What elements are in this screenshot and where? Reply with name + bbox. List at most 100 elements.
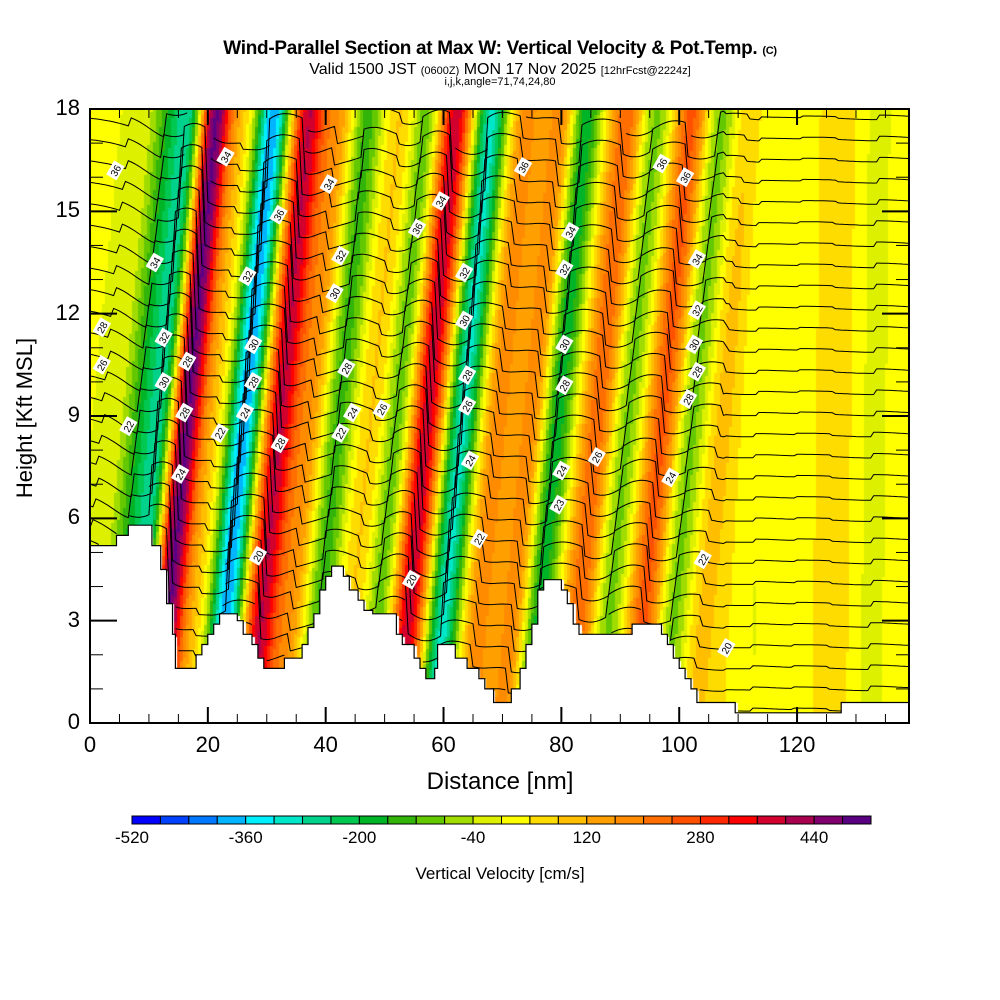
colorbar-swatch	[216, 815, 247, 825]
theta-contour-line	[89, 397, 910, 494]
contour-label: 28	[678, 389, 698, 409]
theta-contour-line	[89, 123, 910, 219]
svg-text:34: 34	[691, 252, 706, 268]
colorbar-tick-label: 280	[686, 828, 715, 847]
svg-text:28: 28	[96, 320, 111, 336]
svg-text:32: 32	[157, 330, 172, 346]
colorbar-swatch	[501, 815, 531, 825]
contour-label: 30	[684, 334, 704, 355]
svg-text:22: 22	[122, 419, 137, 435]
contour-label: 36	[513, 157, 533, 177]
x-tick-label: 20	[195, 732, 221, 757]
svg-text:32: 32	[558, 262, 573, 278]
contour-label: 34	[687, 249, 707, 270]
colorbar-swatch	[785, 815, 815, 825]
contour-label: 28	[687, 361, 707, 382]
contour-label: 28	[175, 402, 194, 423]
theta-contour-line	[89, 334, 910, 430]
colorbar-swatch	[444, 815, 474, 825]
theta-contour-line	[89, 418, 910, 515]
theta-contour-line	[89, 355, 910, 452]
svg-text:36: 36	[272, 208, 287, 224]
svg-text:36: 36	[109, 163, 124, 179]
contour-label: 28	[337, 358, 356, 379]
theta-contour-line	[154, 524, 910, 621]
colorbar-tick-label: 120	[572, 828, 601, 847]
colorbar-swatch	[699, 815, 730, 825]
theta-contour-line	[89, 165, 910, 261]
contour-label: 22	[331, 423, 350, 443]
contour-label: 24	[343, 402, 362, 423]
theta-contour-line	[89, 440, 910, 536]
svg-text:34: 34	[149, 255, 164, 271]
x-axis-label: Distance [nm]	[426, 768, 574, 795]
svg-text:32: 32	[458, 266, 473, 282]
svg-text:24: 24	[555, 463, 570, 479]
contour-label: 30	[325, 283, 344, 304]
contour-label: 36	[407, 218, 427, 239]
svg-text:26: 26	[96, 358, 111, 374]
svg-text:30: 30	[328, 286, 343, 302]
contour-label: 28	[555, 375, 574, 396]
y-tick-label: 6	[67, 504, 80, 530]
svg-text:28: 28	[461, 368, 476, 384]
contour-label: 22	[693, 549, 712, 570]
svg-text:22: 22	[473, 532, 488, 548]
svg-text:28: 28	[178, 405, 193, 421]
svg-text:24: 24	[239, 405, 254, 421]
colorbar-tick-label: -200	[342, 828, 377, 847]
svg-text:23: 23	[552, 497, 567, 513]
contour-label: 30	[154, 371, 173, 392]
contour-label: 36	[106, 160, 125, 181]
x-tick-label: 80	[549, 732, 574, 757]
svg-text:30: 30	[688, 337, 703, 353]
contour-label: 36	[652, 153, 671, 174]
svg-text:30: 30	[157, 375, 172, 391]
colorbar-label: Vertical Velocity [cm/s]	[415, 864, 585, 883]
svg-text:28: 28	[247, 375, 262, 391]
contour-label: 26	[457, 395, 477, 416]
y-tick-label: 15	[55, 197, 80, 223]
theta-contour-line	[178, 578, 910, 663]
x-tick-label: 120	[778, 732, 816, 757]
colorbar-swatch	[131, 815, 161, 825]
colorbar-swatch	[586, 815, 616, 825]
colorbar-swatch	[813, 815, 844, 825]
svg-text:20: 20	[720, 641, 735, 657]
contour-label: 30	[244, 334, 263, 355]
contour-label: 32	[555, 259, 574, 280]
theta-contour-line	[89, 207, 910, 304]
colorbar-tick-label: -360	[228, 828, 263, 847]
theta-contour-line	[89, 186, 910, 282]
contour-label: 24	[460, 450, 480, 471]
svg-text:26: 26	[375, 402, 390, 418]
contour-label: 34	[431, 191, 450, 212]
colorbar-swatch	[358, 815, 389, 825]
colorbar-swatch	[529, 815, 559, 825]
colorbar-swatch	[245, 815, 275, 825]
colorbar-swatch	[671, 815, 701, 825]
contour-label: 26	[587, 447, 606, 467]
svg-text:28: 28	[558, 378, 573, 394]
chart-title: Wind-Parallel Section at Max W: Vertical…	[223, 38, 777, 59]
svg-text:28: 28	[340, 361, 355, 377]
theta-contour-line	[89, 144, 910, 240]
contour-label: 28	[178, 351, 197, 372]
plot-frame	[89, 108, 910, 724]
contour-label: 20	[401, 569, 421, 590]
colorbar-swatch	[159, 815, 190, 825]
svg-text:28: 28	[181, 354, 196, 370]
colorbar-swatch	[614, 815, 645, 825]
contour-label: 22	[119, 416, 138, 437]
contour-label: 28	[244, 371, 263, 392]
svg-text:20: 20	[405, 573, 420, 589]
contour-label: 28	[270, 433, 289, 454]
colorbar-swatch	[387, 815, 417, 825]
y-tick-label: 9	[67, 402, 80, 427]
colorbar-swatch	[302, 815, 332, 825]
theta-contour-line	[89, 461, 910, 557]
svg-text:30: 30	[558, 337, 573, 353]
svg-text:20: 20	[252, 549, 267, 565]
contour-label: 36	[675, 167, 695, 188]
